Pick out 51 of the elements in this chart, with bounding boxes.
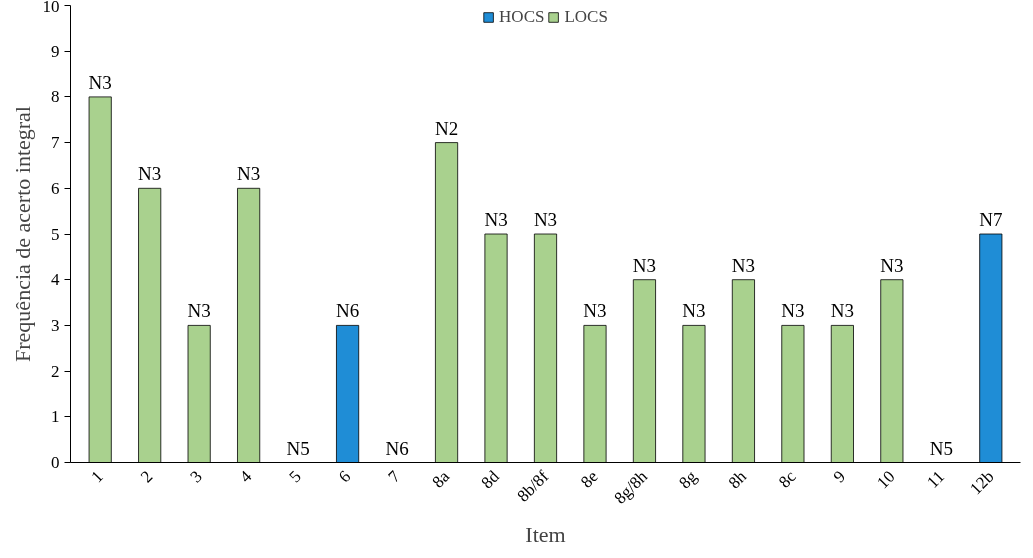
x-tick-label: 8h [724, 466, 751, 493]
data-label: N3 [682, 300, 706, 322]
data-label: N3 [187, 300, 211, 322]
y-tick-label: 5 [51, 224, 60, 244]
legend-label: HOCS [499, 7, 545, 27]
data-label: N3 [484, 209, 508, 230]
y-tick-label: 10 [42, 0, 60, 16]
data-label: N3 [880, 254, 904, 276]
data-label: N5 [929, 437, 953, 459]
y-axis-title: Frequência de acerto integral [9, 106, 35, 362]
data-label: N3 [237, 163, 261, 185]
data-label: N3 [583, 300, 607, 322]
data-label: N3 [533, 209, 558, 230]
x-tick-label: 8e [576, 466, 602, 492]
y-tick-label: 4 [51, 270, 60, 290]
data-label: N3 [781, 300, 805, 322]
x-tick-label: 1 [87, 466, 107, 487]
x-tick-label: 8a [428, 466, 454, 492]
x-tick-label: 8g [675, 466, 702, 493]
y-tick-label: 6 [51, 178, 60, 198]
data-label: N7 [979, 209, 1003, 230]
x-tick-label: 4 [235, 466, 256, 487]
y-tick-label: 3 [51, 315, 60, 335]
data-label: N3 [731, 254, 756, 276]
data-label: N3 [138, 163, 162, 185]
data-label: N6 [335, 300, 360, 322]
x-tick-label: 10 [873, 466, 899, 493]
x-tick-label: 11 [923, 466, 949, 492]
x-tick-label: 8d [477, 466, 504, 493]
y-tick-label: 8 [51, 87, 60, 107]
x-tick-label: 2 [136, 466, 157, 487]
y-tick-label: 0 [51, 453, 60, 472]
data-label: N3 [632, 254, 657, 276]
x-tick-label: 7 [384, 466, 405, 487]
data-label: N2 [434, 117, 459, 139]
x-tick-label: 3 [186, 466, 206, 487]
legend-label: LOCS [564, 7, 608, 27]
data-label: N5 [286, 437, 310, 459]
data-label: N3 [830, 300, 854, 322]
y-tick-label: 2 [51, 361, 60, 381]
x-tick-label: 6 [334, 466, 355, 487]
x-axis-title: Item [525, 522, 566, 548]
data-label: N3 [88, 71, 112, 93]
x-tick-label: 12b [966, 466, 998, 499]
data-label: N6 [385, 437, 409, 459]
y-tick-label: 7 [51, 133, 60, 153]
y-tick-label: 1 [51, 407, 60, 427]
y-tick-label: 9 [51, 41, 60, 61]
x-tick-label: 8c [774, 466, 800, 492]
x-tick-label: 5 [285, 466, 305, 487]
x-tick-label: 9 [829, 466, 850, 487]
